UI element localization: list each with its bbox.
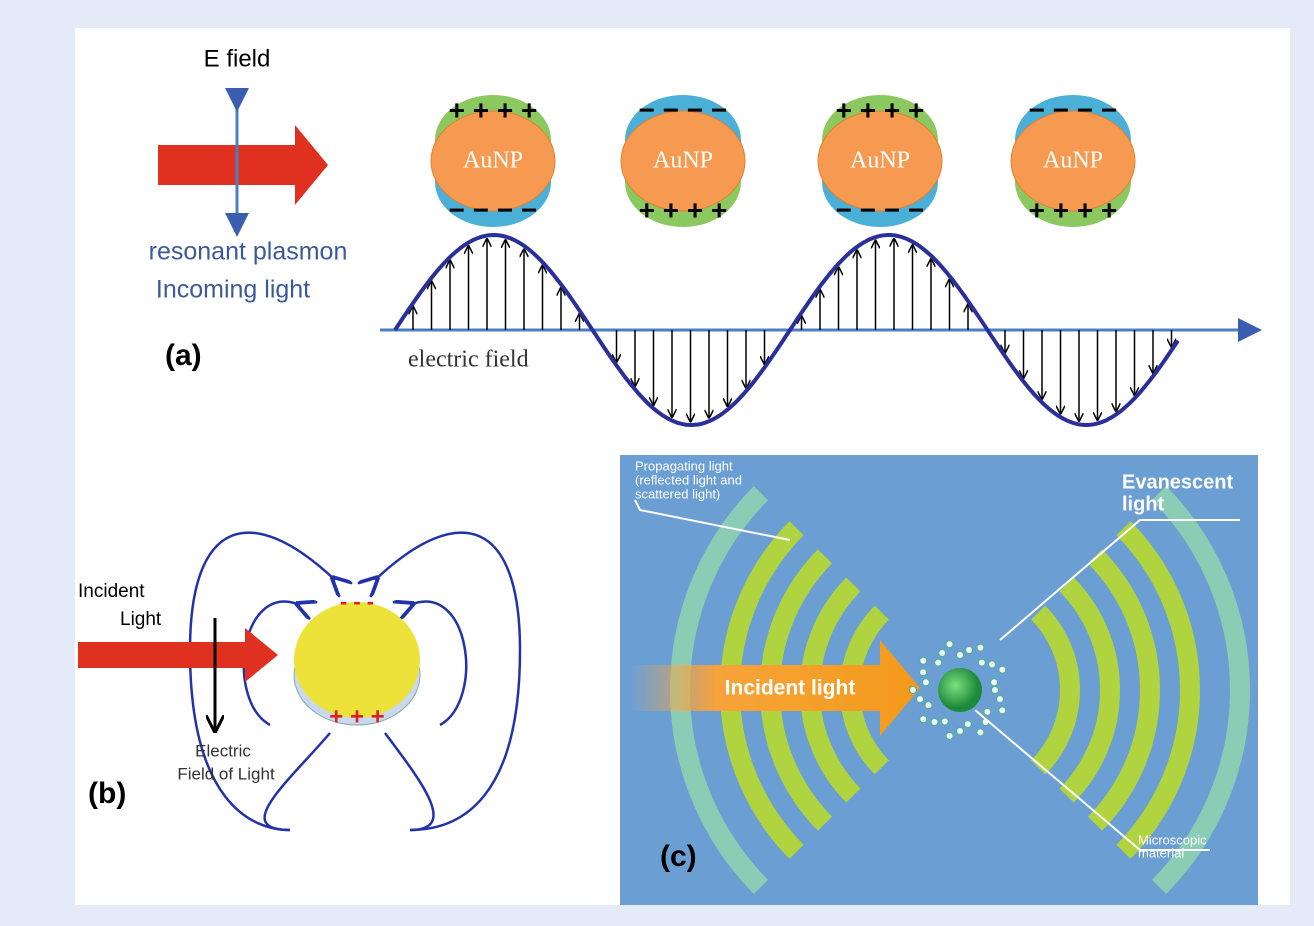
incident-label: Light [120, 609, 162, 630]
light-label: Incoming light [156, 276, 310, 304]
evanescent-dot [920, 669, 927, 676]
evanescent-dot [917, 696, 924, 703]
panel-label: (a) [165, 339, 202, 372]
charge: + + + + [449, 94, 538, 125]
label: scattered light) [635, 486, 720, 501]
label: light [1122, 493, 1165, 515]
particle [294, 602, 420, 718]
panel-label: (b) [88, 777, 126, 810]
evanescent-dot [939, 650, 946, 657]
label: Incident light [725, 677, 856, 700]
particle-label: AuNP [1043, 148, 1103, 174]
evanescent-dot [946, 641, 953, 648]
evanescent-dot [984, 708, 991, 715]
field-label: Electric [195, 741, 251, 760]
evanescent-dot [977, 729, 984, 736]
charge: + + + [329, 703, 384, 730]
nanoparticle [938, 668, 982, 712]
evanescent-dot [989, 661, 996, 668]
evanescent-dot [910, 687, 917, 694]
evanescent-dot [922, 679, 929, 686]
charge: − − − − [836, 194, 925, 225]
evanescent-dot [999, 707, 1006, 714]
evanescent-dot [957, 652, 964, 659]
particle-label: AuNP [850, 148, 910, 174]
particle-label: AuNP [653, 148, 713, 174]
evanescent-dot [996, 696, 1003, 703]
label: material [1138, 845, 1184, 860]
panel-c: Propagating light(reflected light andsca… [620, 455, 1258, 905]
evanescent-dot [941, 718, 948, 725]
light-label: resonant plasmon [149, 238, 348, 266]
figure: E field resonant plasmon Incoming light … [0, 0, 1314, 926]
charge: − − − − [1029, 94, 1118, 125]
field-label: Field of Light [177, 764, 275, 783]
incident-label: Incident [78, 581, 145, 602]
charge: + + + + [1029, 194, 1118, 225]
evanescent-dot [999, 666, 1006, 673]
charge: + + + + [639, 194, 728, 225]
particle-label: AuNP [463, 148, 523, 174]
e-field-label: E field [204, 45, 271, 72]
charge: − − − − [449, 194, 538, 225]
evanescent-dot [991, 679, 998, 686]
evanescent-dot [920, 657, 927, 664]
axis-label: electric field [408, 347, 529, 373]
charge: - - - [340, 589, 374, 614]
evanescent-dot [992, 687, 999, 694]
evanescent-dot [978, 659, 985, 666]
panel-label: (c) [660, 840, 697, 873]
evanescent-dot [977, 644, 984, 651]
evanescent-dot [931, 719, 938, 726]
charge: − − − − [639, 94, 728, 125]
page: E field resonant plasmon Incoming light … [0, 0, 1314, 926]
evanescent-dot [920, 716, 927, 723]
label: Evanescent [1122, 471, 1234, 493]
evanescent-dot [935, 659, 942, 666]
evanescent-dot [964, 721, 971, 728]
label: Propagating light [635, 458, 733, 473]
charge: + + + + [836, 94, 925, 125]
evanescent-dot [925, 702, 932, 709]
evanescent-dot [957, 728, 964, 735]
evanescent-dot [946, 732, 953, 739]
label: (reflected light and [635, 472, 742, 487]
evanescent-dot [966, 647, 973, 654]
